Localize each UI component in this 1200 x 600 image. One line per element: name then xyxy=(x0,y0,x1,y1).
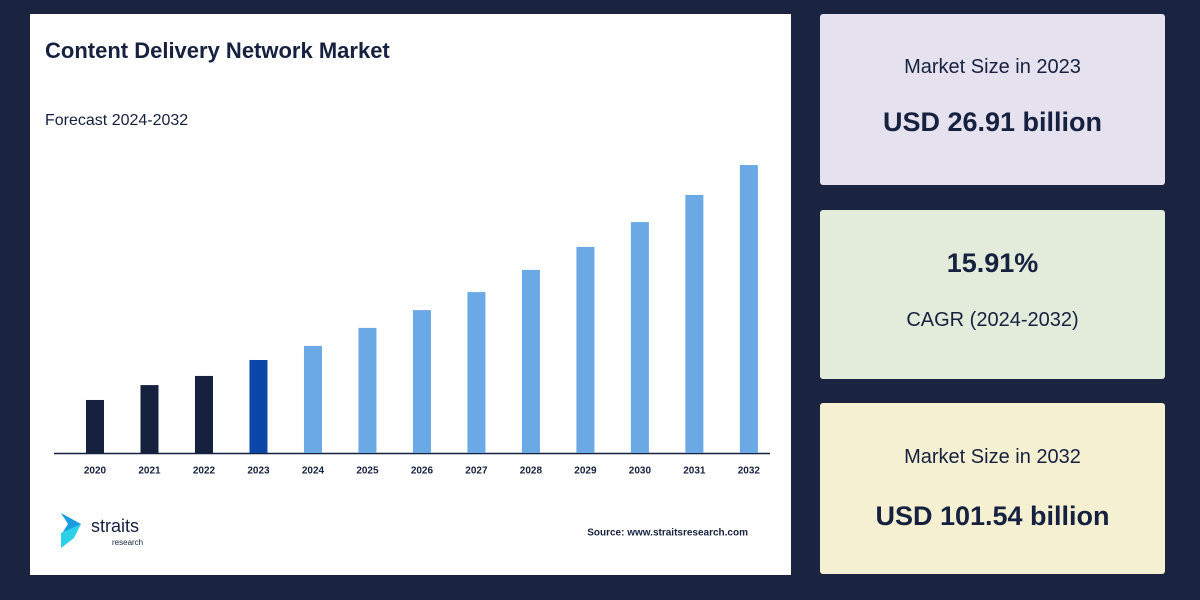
logo-icon xyxy=(61,513,81,535)
x-tick-label: 2026 xyxy=(411,466,434,477)
x-tick-label: 2031 xyxy=(683,466,706,477)
bar xyxy=(140,385,159,453)
card-value: USD 101.54 billion xyxy=(875,501,1110,531)
x-tick-label: 2030 xyxy=(629,466,652,477)
cagr-card: 15.91% CAGR (2024-2032) xyxy=(820,210,1165,379)
bar xyxy=(358,327,377,453)
bar xyxy=(739,165,758,453)
card-value: USD 26.91 billion xyxy=(882,107,1103,137)
bar xyxy=(303,345,322,453)
logo-name: straits xyxy=(91,516,139,536)
logo: straits research xyxy=(61,513,143,548)
bar xyxy=(249,359,268,453)
x-tick-label: 2032 xyxy=(738,466,761,477)
x-tick-label: 2024 xyxy=(302,466,325,477)
bar xyxy=(630,222,649,453)
x-tick-label: 2020 xyxy=(84,466,107,477)
market-size-2023-card: Market Size in 2023 USD 26.91 billion xyxy=(820,14,1165,185)
bar xyxy=(86,399,104,453)
x-tick-label: 2027 xyxy=(465,466,488,477)
x-tick-label: 2021 xyxy=(138,466,161,477)
x-tick-label: 2025 xyxy=(356,466,379,477)
logo-tagline: research xyxy=(112,538,143,547)
x-tick-label: 2028 xyxy=(520,466,543,477)
bar xyxy=(412,310,431,453)
logo-icon-accent xyxy=(61,524,81,548)
market-size-2032-card: Market Size in 2032 USD 101.54 billion xyxy=(820,403,1165,574)
bar xyxy=(467,292,486,453)
bar xyxy=(685,194,704,453)
source-note: Source: www.straitsresearch.com xyxy=(587,528,748,539)
card-label: Market Size in 2023 xyxy=(904,56,1081,78)
chart-panel: Content Delivery Network Market Forecast… xyxy=(30,14,791,575)
x-tick-label: 2023 xyxy=(247,466,270,477)
chart-title: Content Delivery Network Market xyxy=(45,38,390,63)
bar xyxy=(521,269,540,453)
x-tick-label: 2022 xyxy=(193,466,216,477)
bar xyxy=(576,246,595,453)
chart-subtitle: Forecast 2024-2032 xyxy=(45,112,188,129)
x-tick-label: 2029 xyxy=(574,466,597,477)
card-value: 15.91% xyxy=(946,248,1039,278)
chart: Content Delivery Network Market Forecast… xyxy=(45,38,770,548)
card-label: CAGR (2024-2032) xyxy=(906,309,1079,331)
card-label: Market Size in 2032 xyxy=(904,446,1081,468)
bar xyxy=(194,375,213,453)
